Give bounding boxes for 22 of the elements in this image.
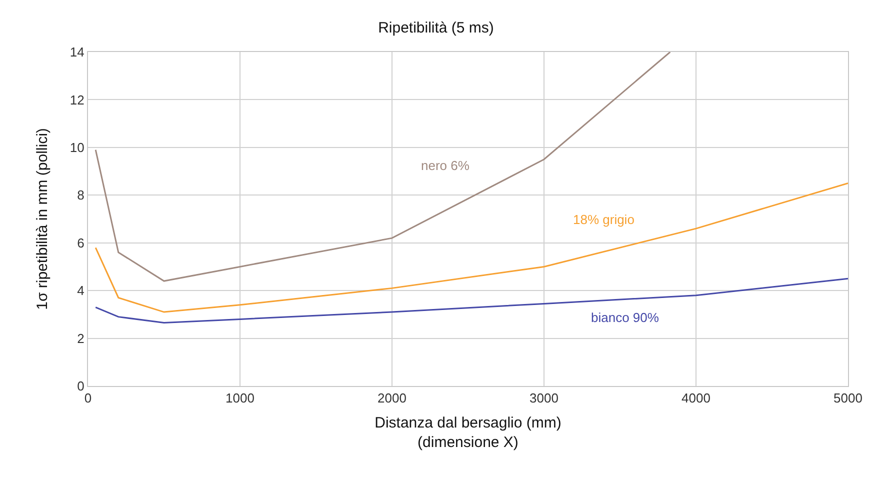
x-tick-label: 5000	[834, 390, 862, 406]
x-tick-label: 2000	[378, 390, 406, 406]
y-tick-label: 10	[70, 140, 84, 155]
x-tick-label: 4000	[682, 390, 710, 406]
line-series	[94, 278, 848, 324]
y-tick-label: 12	[70, 92, 84, 108]
series-label: bianco 90%	[591, 310, 660, 325]
y-tick-label: 2	[77, 330, 84, 346]
y-tick-label: 4	[77, 283, 84, 298]
y-tick-label: 14	[70, 44, 84, 60]
x-axis-title: Distanza dal bersaglio (mm) (dimensione X)	[374, 414, 562, 452]
x-tick-label: 3000	[530, 390, 558, 406]
series-label: nero 6%	[421, 158, 470, 173]
y-axis-title: 1σ ripetibilità in mm (pollici)	[34, 128, 52, 310]
y-tick-label: 8	[77, 188, 84, 203]
y-tick-label: 6	[77, 235, 84, 250]
line-series	[94, 182, 848, 313]
x-tick-label: 1000	[226, 390, 254, 406]
y-tick-label: 0	[77, 378, 84, 394]
chart-title: Ripetibilità (5 ms)	[378, 20, 494, 37]
series-label: 18% grigio	[573, 212, 634, 227]
line-series	[94, 52, 671, 282]
